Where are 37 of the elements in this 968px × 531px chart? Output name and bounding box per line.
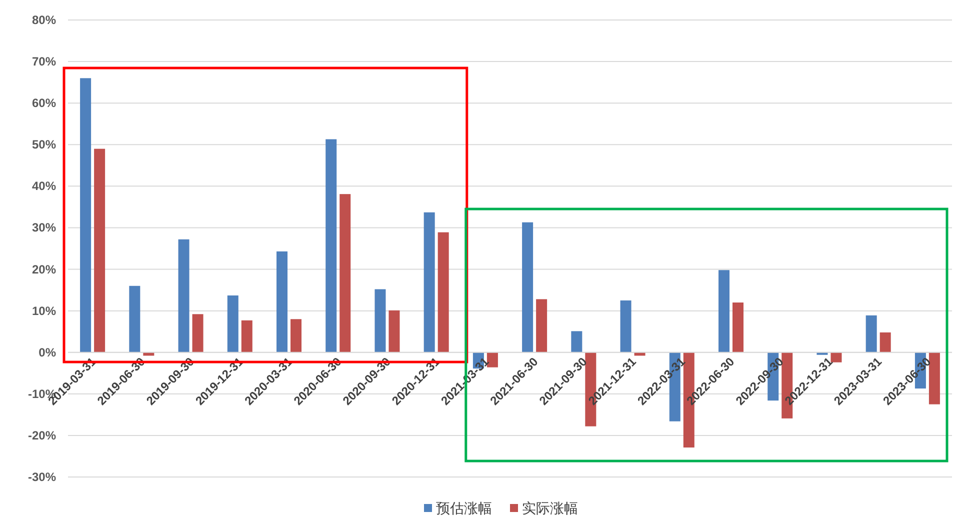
bar [129,286,140,352]
bar [80,78,92,352]
bar [718,270,730,352]
bar [438,232,449,352]
y-tick-label: 70% [32,54,56,69]
bar [326,139,337,352]
bar [928,352,940,404]
bar [227,295,238,352]
bar [620,300,632,352]
bar [536,299,548,352]
legend-label: 实际涨幅 [522,500,578,516]
bar [571,331,582,352]
y-tick-label: -30% [28,470,56,484]
y-tick-label: 60% [32,96,56,110]
y-tick-label: -20% [28,428,56,442]
bar [866,315,877,352]
y-tick-label: 10% [32,304,56,318]
bar [192,314,204,352]
bar [388,310,400,352]
bar [880,332,891,352]
y-tick-label: 40% [32,179,56,194]
y-tick-label: 50% [32,138,56,152]
bar [241,320,252,352]
y-tick-label: 80% [32,13,56,27]
bar [424,212,435,352]
bar [290,319,302,352]
bar [276,251,288,352]
bar [522,222,534,352]
bar [340,194,351,352]
y-tick-label: 30% [32,220,56,235]
bar [94,148,106,352]
y-tick-label: 0% [38,345,56,360]
legend-label: 预估涨幅 [436,500,492,516]
bar [374,289,386,352]
y-tick-label: 20% [32,262,56,276]
bar [178,239,190,352]
bar [732,302,744,352]
